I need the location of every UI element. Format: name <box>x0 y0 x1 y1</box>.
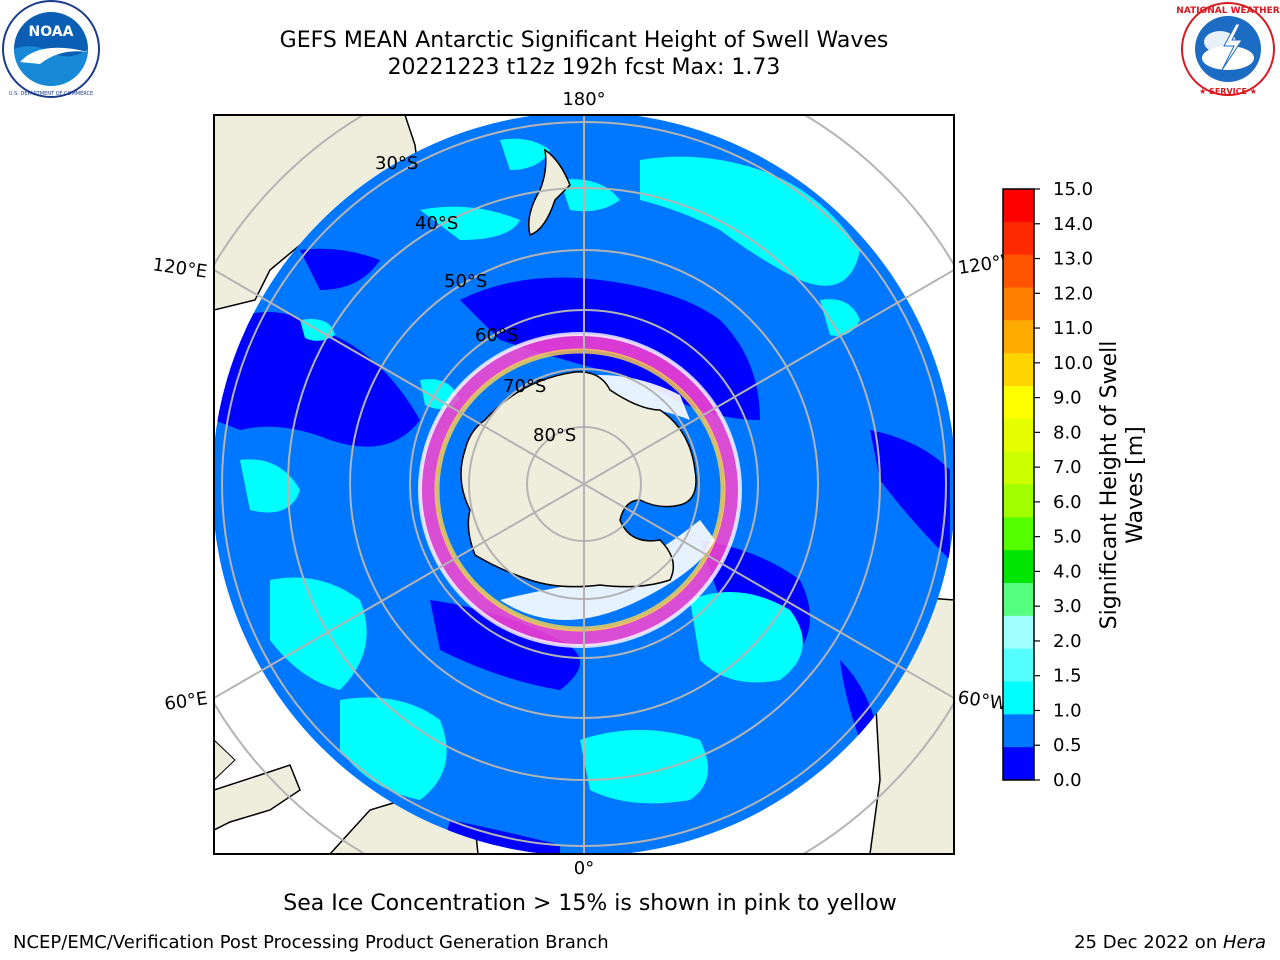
colorbar-tick-label: 15.0 <box>1053 180 1093 200</box>
colorbar-tick-label: 7.0 <box>1053 457 1082 478</box>
colorbar-segment <box>1003 583 1034 617</box>
colorbar-tick-label: 4.0 <box>1053 561 1082 582</box>
colorbar-segment <box>1003 747 1034 781</box>
colorbar-segment <box>1003 386 1034 420</box>
colorbar-segment <box>1003 451 1034 485</box>
lat-label-60s: 60°S <box>475 325 518 346</box>
lat-label-30s: 30°S <box>375 153 418 174</box>
colorbar-tick-label: 11.0 <box>1053 318 1093 339</box>
colorbar-tick-label: 2.0 <box>1053 631 1082 652</box>
title-line-1: GEFS MEAN Antarctic Significant Height o… <box>279 28 889 53</box>
colorbar-segments <box>1003 189 1034 781</box>
colorbar-tick-label: 9.0 <box>1053 388 1082 409</box>
colorbar-tick-label: 1.0 <box>1053 700 1082 721</box>
colorbar-segment <box>1003 353 1034 387</box>
lat-label-80s: 80°S <box>533 425 576 446</box>
colorbar-label-line1: Significant Height of Swell <box>1097 341 1122 630</box>
colorbar-tick-label: 10.0 <box>1053 353 1093 374</box>
lat-label-70s: 70°S <box>503 376 546 397</box>
svg-text:U.S. DEPARTMENT OF COMMERCE: U.S. DEPARTMENT OF COMMERCE <box>9 91 93 97</box>
footer-producer: NCEP/EMC/Verification Post Processing Pr… <box>13 932 609 953</box>
noaa-logo: NOAA U.S. DEPARTMENT OF COMMERCE <box>2 0 100 98</box>
colorbar-tick-label: 8.0 <box>1053 422 1082 443</box>
colorbar-label-line2: Waves [m] <box>1123 426 1148 543</box>
lat-label-40s: 40°S <box>415 213 458 234</box>
lat-label-50s: 50°S <box>444 271 487 292</box>
colorbar-tick-label: 3.0 <box>1053 596 1082 617</box>
colorbar-tick-label: 13.0 <box>1053 249 1093 270</box>
colorbar-tick-label: 6.0 <box>1053 492 1082 513</box>
colorbar-segment <box>1003 681 1034 715</box>
svg-text:NATIONAL WEATHER: NATIONAL WEATHER <box>1176 6 1279 16</box>
graticule <box>214 115 954 854</box>
colorbar: 15.0 14.0 13.0 12.0 11.0 10.0 9.0 8.0 7.0 6.0 5.0 4… <box>1002 180 1148 791</box>
colorbar-segment <box>1003 320 1034 354</box>
title-line-2: 20221223 t12z 192h fcst Max: 1.73 <box>387 55 781 80</box>
colorbar-segment <box>1003 648 1034 682</box>
lon-label-180: 180° <box>562 89 605 110</box>
colorbar-tick-label: 14.0 <box>1053 214 1093 235</box>
colorbar-segment <box>1003 484 1034 518</box>
colorbar-tick-label: 1.5 <box>1053 666 1082 687</box>
colorbar-tick-label: 5.0 <box>1053 527 1082 548</box>
colorbar-segment <box>1003 615 1034 650</box>
colorbar-tick-label: 0.5 <box>1053 735 1082 756</box>
colorbar-segment <box>1003 550 1034 584</box>
new-zealand <box>528 148 571 236</box>
antarctica <box>460 371 697 588</box>
colorbar-segment <box>1003 189 1034 223</box>
lon-label-120e: 120°E <box>151 254 208 282</box>
svg-text:★ SERVICE ★: ★ SERVICE ★ <box>1199 87 1257 96</box>
lon-label-0: 0° <box>574 858 594 879</box>
sea-ice-note: Sea Ice Concentration > 15% is shown in … <box>283 891 897 916</box>
nws-logo: NATIONAL WEATHER ★ SERVICE ★ <box>1176 2 1280 96</box>
svg-text:NOAA: NOAA <box>29 24 74 40</box>
map-frame <box>213 114 955 855</box>
colorbar-segment <box>1003 714 1034 748</box>
footer-machine: Hera <box>1222 932 1266 953</box>
colorbar-segment <box>1003 418 1034 453</box>
colorbar-segment <box>1003 517 1034 551</box>
colorbar-segment <box>1003 221 1034 256</box>
colorbar-segment <box>1003 287 1034 321</box>
moderate-swell-regions <box>240 138 860 804</box>
footer-date: 25 Dec 2022 on Hera <box>1074 932 1266 953</box>
colorbar-tick-label: 0.0 <box>1053 770 1082 791</box>
colorbar-frame <box>1002 188 1035 781</box>
lon-label-60e: 60°E <box>163 688 209 715</box>
colorbar-tick-label: 12.0 <box>1053 283 1093 304</box>
footer-date-text: 25 Dec 2022 on <box>1074 932 1223 953</box>
colorbar-segment <box>1003 254 1034 288</box>
